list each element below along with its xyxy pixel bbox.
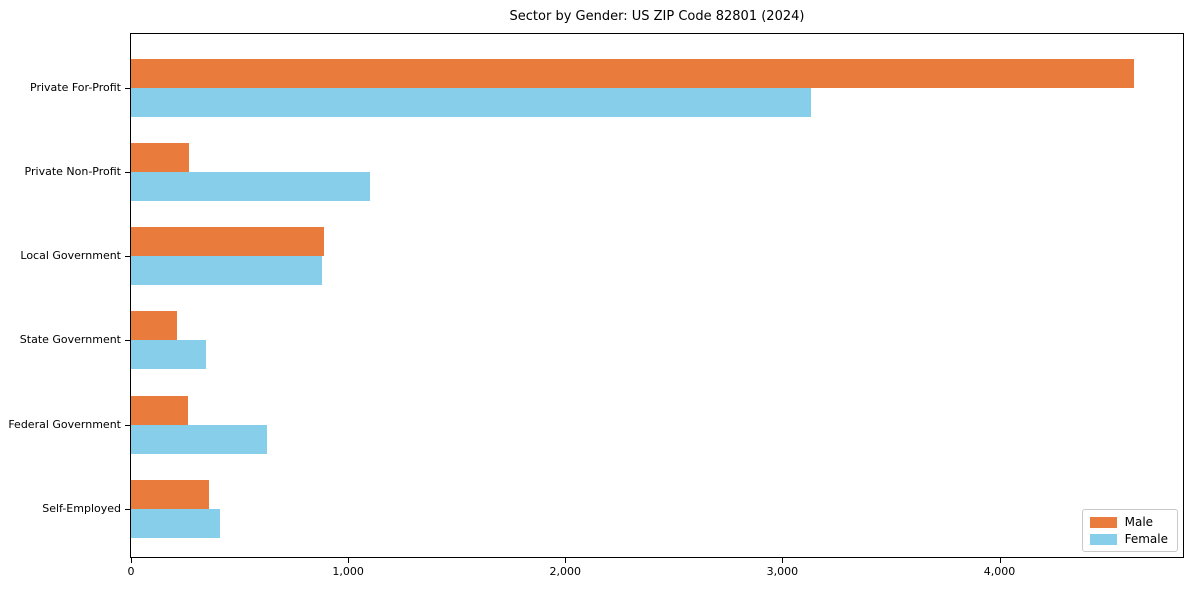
bar-male-federal-government — [131, 395, 188, 425]
bar-female-private-non-profit — [131, 171, 370, 201]
y-axis-tick — [125, 424, 130, 426]
y-axis-label: Federal Government — [8, 417, 121, 431]
x-axis-tick-label: 4,000 — [983, 565, 1016, 578]
legend-item-female: Female — [1089, 532, 1168, 546]
x-axis-tick — [348, 558, 350, 563]
legend-label-female: Female — [1124, 532, 1168, 546]
x-axis-tick-label: 3,000 — [766, 565, 799, 578]
legend-item-male: Male — [1089, 515, 1168, 529]
y-axis-label: Local Government — [20, 249, 121, 263]
y-axis-label: State Government — [19, 333, 121, 347]
x-axis-tick-label: 0 — [127, 565, 135, 578]
y-axis-label: Private For-Profit — [30, 80, 121, 94]
male-swatch-icon — [1089, 516, 1117, 528]
legend-label-male: Male — [1124, 515, 1154, 529]
x-axis-tick — [131, 558, 132, 563]
bar-male-self-employed — [131, 480, 210, 509]
bar-female-self-employed — [131, 509, 220, 538]
legend: Male Female — [1081, 509, 1178, 552]
x-axis-tick — [782, 558, 784, 563]
y-axis-tick — [125, 87, 130, 89]
plot-area: Male Female — [130, 33, 1184, 558]
female-swatch-icon — [1089, 533, 1117, 545]
bar-male-state-government — [131, 311, 177, 341]
x-axis-tick — [999, 558, 1001, 563]
bar-male-private-non-profit — [131, 142, 189, 172]
x-axis-tick-label: 1,000 — [332, 565, 364, 578]
x-axis-tick-label: 2,000 — [549, 565, 582, 578]
y-axis-label: Self-Employed — [42, 502, 121, 515]
x-axis-tick — [565, 558, 567, 563]
y-axis-label: Private Non-Profit — [24, 164, 121, 178]
y-axis-tick — [125, 256, 130, 258]
bar-female-local-government — [131, 256, 323, 286]
bar-female-federal-government — [131, 424, 267, 454]
y-axis-tick — [125, 340, 130, 342]
chart-title: Sector by Gender: US ZIP Code 82801 (202… — [509, 9, 805, 24]
bar-male-private-for-profit — [131, 58, 1135, 88]
bar-female-private-for-profit — [131, 87, 811, 117]
bar-female-state-government — [131, 340, 206, 370]
y-axis-tick — [125, 171, 130, 173]
y-axis-tick — [125, 509, 130, 510]
bar-male-local-government — [131, 227, 325, 257]
